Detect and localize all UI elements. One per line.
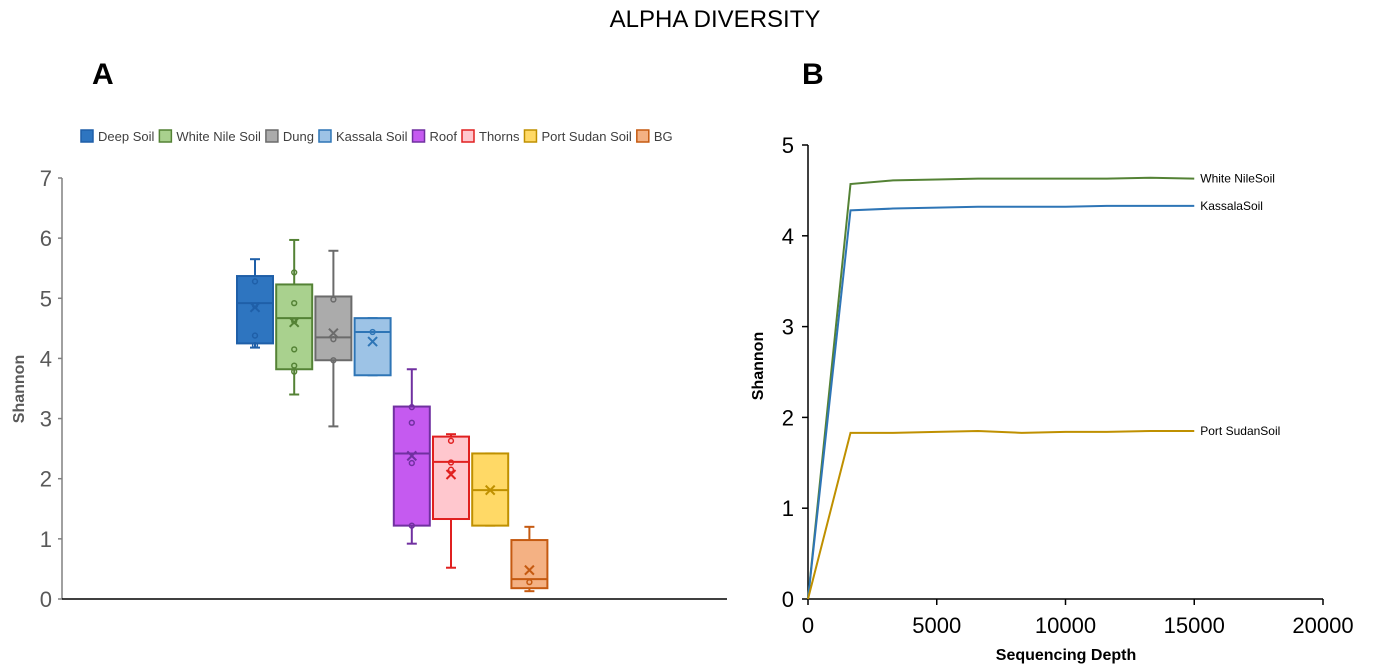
box-point [291, 368, 298, 375]
legend-swatch-kassala-soil [318, 129, 332, 143]
box-point [251, 342, 259, 349]
legend-swatch-white-nile-soil [158, 129, 173, 143]
box-roof [392, 368, 431, 545]
box-mean-marker [249, 302, 261, 313]
box-point [447, 459, 455, 466]
box-point [330, 336, 337, 343]
box-point [291, 269, 298, 276]
box-point [447, 466, 455, 473]
box-bg [510, 525, 549, 593]
box-port-sudan-soil [471, 452, 510, 527]
box-point [408, 403, 415, 411]
legend-swatch-roof [411, 129, 426, 143]
box-point [291, 362, 298, 369]
box-mean-marker [367, 336, 378, 347]
box-iqr [275, 283, 314, 371]
panel-b-y-tick-label: 4 [782, 224, 794, 249]
figure-title: ALPHA DIVERSITY [610, 6, 821, 33]
legend-swatch-dung [265, 129, 279, 143]
box-mean-marker [484, 484, 496, 496]
legend-swatch-port-sudan-soil [523, 129, 538, 143]
box-mean-marker [524, 564, 535, 576]
box-mean-marker [445, 469, 457, 480]
panel-a-y-tick-label: 7 [40, 166, 52, 191]
panel-a-y-tick-label: 0 [40, 587, 52, 612]
panel-b-y-tick-label: 3 [782, 315, 794, 340]
panel-a-y-tick-label: 4 [40, 346, 52, 371]
line-end-label-kassalasoil: KassalaSoil [1200, 199, 1263, 213]
panel-b-x-tick-label: 0 [802, 613, 814, 638]
box-point [330, 296, 337, 303]
box-point [447, 437, 455, 444]
panel-b-lines: White NileSoil KassalaSoil Port SudanSoil [807, 172, 1280, 600]
panel-a-y-tick-label: 3 [40, 407, 52, 432]
panel-a-y-ticks: 0 1 2 3 4 5 6 7 [40, 166, 62, 612]
box-point [251, 332, 259, 339]
panel-b-x-tick-label: 5000 [912, 613, 961, 638]
line-port-sudansoil [807, 430, 1195, 600]
panel-b-y-tick-label: 5 [782, 133, 794, 158]
panel-b-y-tick-label: 1 [782, 496, 794, 521]
box-point [330, 357, 337, 364]
line-end-label-white-nilesoil: White NileSoil [1200, 172, 1275, 186]
legend-label-thorns: Thorns [479, 129, 520, 144]
box-point [526, 579, 533, 586]
box-point [369, 328, 376, 336]
box-iqr [314, 295, 353, 362]
panel-a-y-label: Shannon [11, 355, 28, 423]
box-point [291, 299, 298, 307]
panel-a-label: A [92, 58, 114, 91]
panel-b-x-label: Sequencing Depth [996, 647, 1136, 664]
legend-label-port-sudan-soil: Port Sudan Soil [541, 129, 631, 144]
legend-swatch-thorns [461, 129, 475, 143]
box-point [291, 346, 298, 353]
panel-a-y-tick-label: 2 [40, 467, 52, 492]
line-end-label-port-sudansoil: Port SudanSoil [1200, 424, 1280, 438]
line-white-nilesoil [807, 176, 1195, 600]
box-mean-marker [328, 327, 339, 339]
box-iqr [510, 539, 549, 590]
box-point [408, 419, 415, 426]
legend-swatch-bg [636, 129, 650, 143]
panel-b-x-tick-label: 20000 [1292, 613, 1353, 638]
box-kassala-soil [353, 317, 392, 377]
panel-a-y-tick-label: 5 [40, 286, 52, 311]
panel-a-axes: Shannon 0 1 2 3 4 5 6 7 [11, 166, 727, 612]
box-dung [314, 249, 353, 428]
box-iqr [432, 435, 470, 521]
box-point [251, 278, 259, 285]
box-mean-marker [406, 450, 418, 462]
legend-label-white-nile-soil: White Nile Soil [176, 129, 261, 144]
panel-a-y-tick-label: 6 [40, 226, 52, 251]
panel-b-y-label: Shannon [750, 332, 767, 400]
panel-b-x-tick-label: 15000 [1164, 613, 1225, 638]
legend-label-deep-soil: Deep Soil [98, 129, 154, 144]
legend-label-bg: BG [654, 129, 673, 144]
panel-b-x-tick-label: 10000 [1035, 613, 1096, 638]
box-white-nile-soil [275, 238, 314, 396]
legend-label-roof: Roof [430, 129, 458, 144]
box-thorns [432, 433, 470, 569]
box-point [408, 522, 415, 529]
panel-a-y-tick-label: 1 [40, 527, 52, 552]
legend-label-dung: Dung [283, 129, 314, 144]
panel-b-x-ticks: 0 5000 10000 15000 20000 [802, 599, 1354, 638]
panel-a-boxes [236, 238, 549, 593]
panel-b-y-tick-label: 2 [782, 405, 794, 430]
panel-b-y-ticks: 0 1 2 3 4 5 [782, 133, 808, 612]
box-point [408, 459, 415, 467]
line-kassalasoil [807, 204, 1195, 600]
legend-swatch-deep-soil [80, 129, 94, 143]
panel-a-legend: Deep Soil White Nile Soil Dung Kassala Soil… [80, 129, 673, 144]
legend-label-kassala-soil: Kassala Soil [336, 129, 408, 144]
box-deep-soil [236, 258, 274, 349]
panel-b-axes: Shannon Sequencing Depth 0 1 2 3 4 5 0 5000 100… [750, 133, 1354, 664]
panel-b-label: B [802, 58, 824, 91]
box-mean-marker [288, 317, 300, 328]
panel-b-y-tick-label: 0 [782, 587, 794, 612]
box-iqr [353, 317, 392, 377]
